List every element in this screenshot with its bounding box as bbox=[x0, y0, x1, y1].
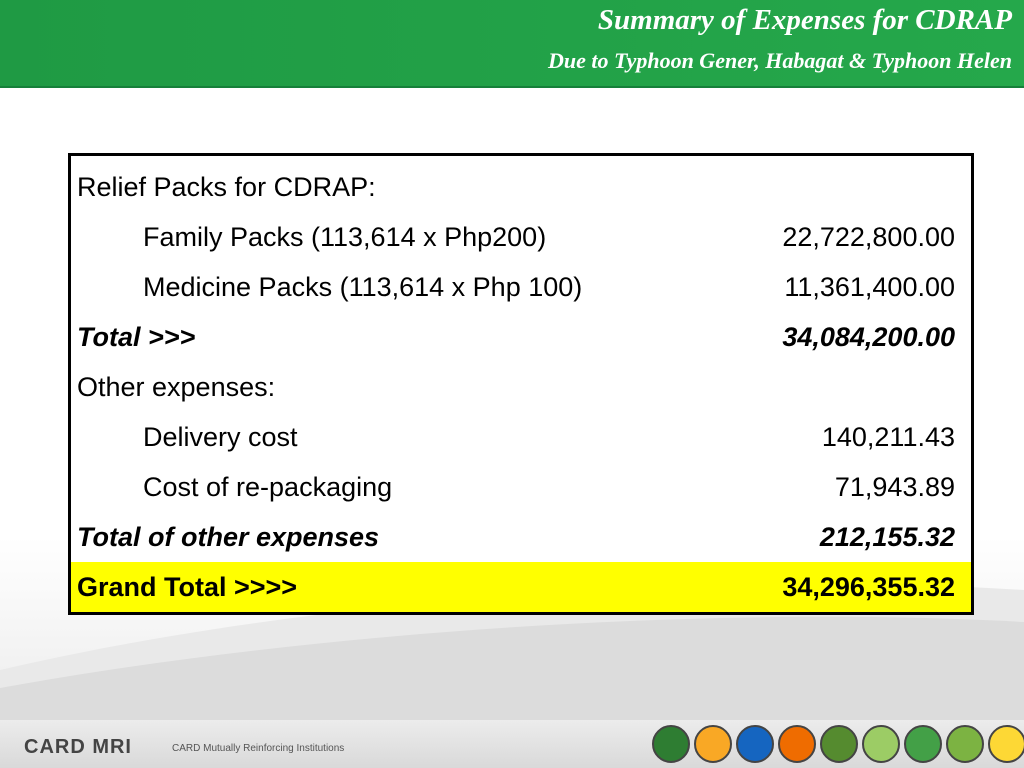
table-row-total: Total of other expenses 212,155.32 bbox=[71, 512, 971, 562]
table-row-total: Total >>> 34,084,200.00 bbox=[71, 312, 971, 362]
partner-logo-icon bbox=[694, 725, 732, 763]
row-label: Cost of re-packaging bbox=[143, 471, 393, 502]
slide-subtitle: Due to Typhoon Gener, Habagat & Typhoon … bbox=[547, 48, 1012, 73]
row-label: Grand Total >>>> bbox=[77, 571, 298, 602]
header-bar: Summary of Expenses for CDRAP Due to Typ… bbox=[0, 0, 1024, 88]
partner-logo-icon bbox=[652, 725, 690, 763]
row-label: Medicine Packs (113,614 x Php 100) bbox=[143, 271, 583, 302]
brand-logo: CARD MRI bbox=[24, 736, 132, 758]
table-row: Relief Packs for CDRAP: bbox=[71, 162, 971, 212]
row-label: Relief Packs for CDRAP: bbox=[77, 171, 376, 202]
row-label: Delivery cost bbox=[143, 421, 298, 452]
table-row: Medicine Packs (113,614 x Php 100) 11,36… bbox=[71, 262, 971, 312]
row-label: Total >>> bbox=[77, 321, 196, 352]
partner-logo-icon bbox=[862, 725, 900, 763]
row-value: 71,943.89 bbox=[834, 471, 955, 502]
row-value: 34,084,200.00 bbox=[782, 321, 955, 352]
brand-tagline: CARD Mutually Reinforcing Institutions bbox=[172, 743, 345, 754]
table-row: Other expenses: bbox=[71, 362, 971, 412]
partner-logo-icon bbox=[904, 725, 942, 763]
partner-logo-icon bbox=[946, 725, 984, 763]
row-value: 11,361,400.00 bbox=[784, 271, 955, 302]
background-swoosh bbox=[0, 583, 1024, 720]
partner-logo-icon bbox=[778, 725, 816, 763]
row-value: 212,155.32 bbox=[819, 521, 955, 552]
slide-title: Summary of Expenses for CDRAP bbox=[597, 4, 1012, 36]
row-value: 34,296,355.32 bbox=[782, 571, 955, 602]
partner-logo-icon bbox=[820, 725, 858, 763]
table-row: Family Packs (113,614 x Php200) 22,722,8… bbox=[71, 212, 971, 262]
partner-logo-icon bbox=[988, 725, 1024, 763]
table-row: Cost of re-packaging 71,943.89 bbox=[71, 462, 971, 512]
row-label: Other expenses: bbox=[77, 371, 276, 402]
row-value: 22,722,800.00 bbox=[782, 221, 955, 252]
row-label: Total of other expenses bbox=[77, 521, 380, 552]
table-row-grand-total: Grand Total >>>> 34,296,355.32 bbox=[71, 562, 971, 612]
expense-table: Relief Packs for CDRAP: Family Packs (11… bbox=[68, 153, 974, 615]
partner-logos bbox=[652, 723, 1024, 765]
row-label: Family Packs (113,614 x Php200) bbox=[143, 221, 547, 252]
table-row: Delivery cost 140,211.43 bbox=[71, 412, 971, 462]
partner-logo-icon bbox=[736, 725, 774, 763]
row-value: 140,211.43 bbox=[821, 421, 955, 452]
